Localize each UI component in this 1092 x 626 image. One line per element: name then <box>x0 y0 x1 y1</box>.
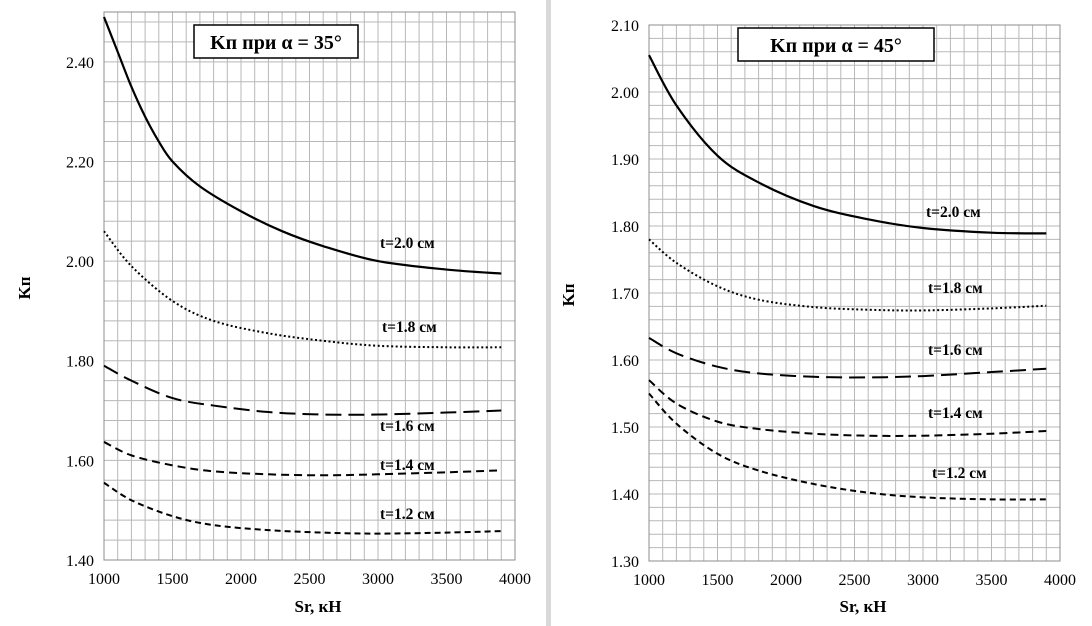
y-tick-label: 1.70 <box>611 286 639 303</box>
y-tick-label: 1.50 <box>611 420 639 437</box>
series-line-1-8 <box>648 238 1047 312</box>
y-tick-label: 2.20 <box>66 154 94 171</box>
y-axis-title: Kп <box>15 276 34 299</box>
series-label: t=2.0 см <box>926 204 981 221</box>
y-tick-label: 1.40 <box>66 553 94 570</box>
series-label: t=1.6 см <box>928 342 983 359</box>
plot-frame <box>648 24 1061 562</box>
x-tick-label: 2500 <box>839 572 871 589</box>
x-tick-label: 3000 <box>907 572 939 589</box>
y-tick-label: 1.80 <box>66 354 94 371</box>
series-line-1-4 <box>648 379 1047 437</box>
series-line-1-4 <box>103 441 502 477</box>
y-tick-label: 1.90 <box>611 152 639 169</box>
series-label: t=1.2 см <box>380 506 435 523</box>
plot-frame <box>103 11 516 561</box>
x-tick-label: 4000 <box>1044 572 1076 589</box>
series-label: t=1.4 см <box>928 405 983 422</box>
series-line-2-0 <box>648 54 1047 235</box>
x-tick-label: 1000 <box>88 571 120 588</box>
y-tick-label: 2.00 <box>611 85 639 102</box>
panel-divider <box>546 0 551 626</box>
x-tick-label: 1500 <box>702 572 734 589</box>
chart-title-box <box>737 27 935 62</box>
series-label: t=1.4 см <box>380 457 435 474</box>
series-label: t=2.0 см <box>380 235 435 252</box>
grid <box>103 12 516 561</box>
x-tick-label: 1000 <box>633 572 665 589</box>
y-tick-label: 1.40 <box>611 487 639 504</box>
y-tick-label: 1.80 <box>611 219 639 236</box>
y-tick-label: 1.30 <box>611 554 639 571</box>
chart-title: Kп при α = 45° <box>770 35 902 57</box>
series-line-2-0 <box>102 16 502 275</box>
x-tick-label: 3500 <box>976 572 1008 589</box>
x-tick-label: 2500 <box>294 571 326 588</box>
y-tick-label: 2.00 <box>66 254 94 271</box>
chart-panel-alpha-45: 1000 1500 2000 2500 3000 3500 4000 1.30 1.40 1.50… <box>551 0 1092 626</box>
x-tick-label: 2000 <box>225 571 257 588</box>
chart-title: Kп при α = 35° <box>210 32 342 54</box>
chart-title-box <box>193 24 359 59</box>
chart-alpha-45: 1000 1500 2000 2500 3000 3500 4000 1.30 1.40 1.50… <box>559 18 1076 616</box>
series-line-1-8 <box>103 230 502 349</box>
series-label: t=1.2 см <box>932 465 987 482</box>
series-line-1-2 <box>648 392 1047 501</box>
x-tick-label: 3500 <box>431 571 463 588</box>
series-label: t=1.8 см <box>382 319 437 336</box>
series-line-1-6 <box>648 337 1047 379</box>
y-tick-label: 2.10 <box>611 18 639 35</box>
y-tick-label: 1.60 <box>611 353 639 370</box>
series-line-1-2 <box>103 481 502 535</box>
y-tick-label: 1.60 <box>66 453 94 470</box>
x-axis-title: Sr, кН <box>840 597 887 616</box>
chart-panel-alpha-35: 1000 1500 2000 2500 3000 3500 4000 1.40 1.60 1.80… <box>15 11 531 616</box>
y-axis-title: Kп <box>559 283 578 306</box>
chart-alpha-35: 1000 1500 2000 2500 3000 3500 4000 1.40 1.60 1.80… <box>15 11 531 616</box>
series-label: t=1.6 см <box>380 418 435 435</box>
series-line-1-6 <box>103 364 502 416</box>
grid <box>648 24 1061 562</box>
x-tick-label: 4000 <box>499 571 531 588</box>
series-label: t=1.8 см <box>928 280 983 297</box>
x-tick-label: 2000 <box>770 572 802 589</box>
x-tick-label: 3000 <box>362 571 394 588</box>
y-tick-label: 2.40 <box>66 55 94 72</box>
x-axis-title: Sr, кН <box>295 597 342 616</box>
x-tick-label: 1500 <box>157 571 189 588</box>
